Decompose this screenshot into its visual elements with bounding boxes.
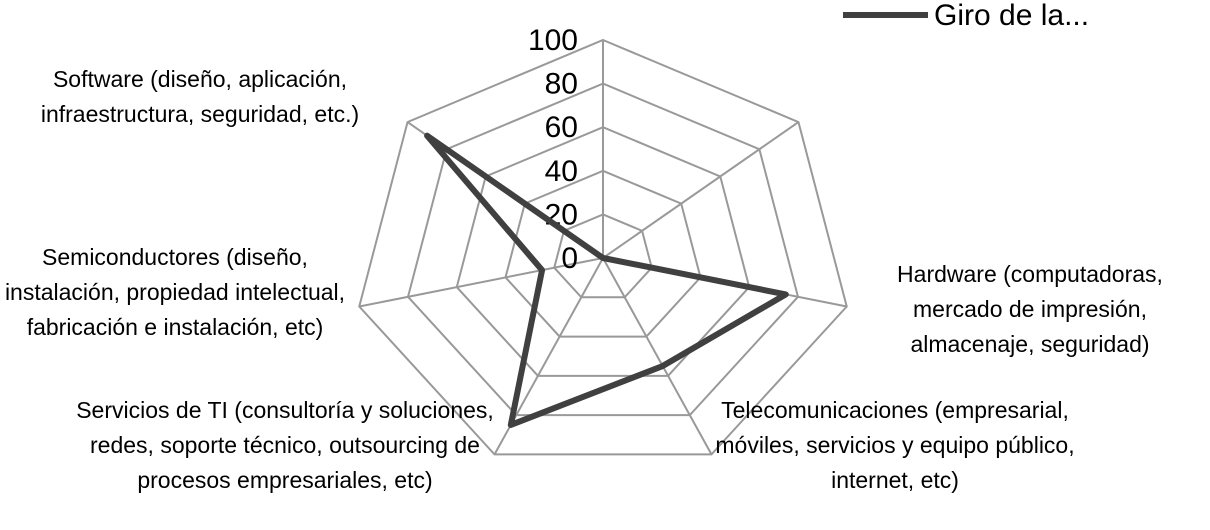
- series-line: [424, 132, 789, 428]
- grid-ring: [553, 213, 653, 299]
- category-label: Telecomunicaciones (empresarial, móviles…: [715, 397, 1075, 493]
- category-label: Software (diseño, aplicación, infraestru…: [40, 66, 360, 127]
- grid-ring: [358, 38, 848, 456]
- grid-ring: [406, 82, 800, 417]
- spoke: [359, 257, 604, 308]
- tick-label: 40: [545, 155, 578, 188]
- spoke: [602, 257, 713, 455]
- tick-label: 60: [545, 111, 578, 144]
- grid-ring: [504, 169, 702, 338]
- legend-label: Giro de la...: [934, 0, 1089, 32]
- tick-label: 0: [561, 242, 578, 275]
- tick-label: 80: [545, 68, 578, 101]
- category-label: Semiconductores (diseño, instalación, pr…: [4, 244, 346, 340]
- spoke: [602, 121, 800, 259]
- category-label: Hardware (computadoras, mercado de impre…: [897, 261, 1163, 357]
- tick-label: 100: [528, 24, 578, 57]
- category-label: Servicios de TI (consultoría y solucione…: [76, 397, 494, 493]
